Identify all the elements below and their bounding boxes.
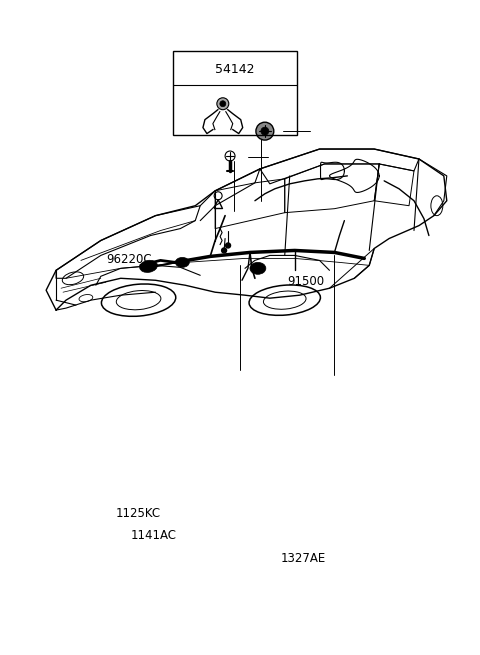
Text: 91500: 91500 — [288, 275, 325, 288]
Ellipse shape — [140, 260, 157, 272]
Ellipse shape — [175, 257, 189, 267]
Circle shape — [222, 248, 227, 253]
Text: 1327AE: 1327AE — [281, 552, 326, 565]
Text: 1125KC: 1125KC — [116, 506, 161, 519]
Bar — [173, 50, 297, 136]
Circle shape — [226, 243, 230, 248]
Ellipse shape — [250, 263, 266, 274]
Text: 96220C: 96220C — [107, 253, 152, 266]
Text: 54142: 54142 — [216, 63, 255, 76]
Circle shape — [261, 127, 269, 135]
Circle shape — [217, 98, 229, 109]
Text: 1141AC: 1141AC — [130, 529, 176, 542]
Circle shape — [220, 101, 226, 107]
Circle shape — [256, 122, 274, 140]
